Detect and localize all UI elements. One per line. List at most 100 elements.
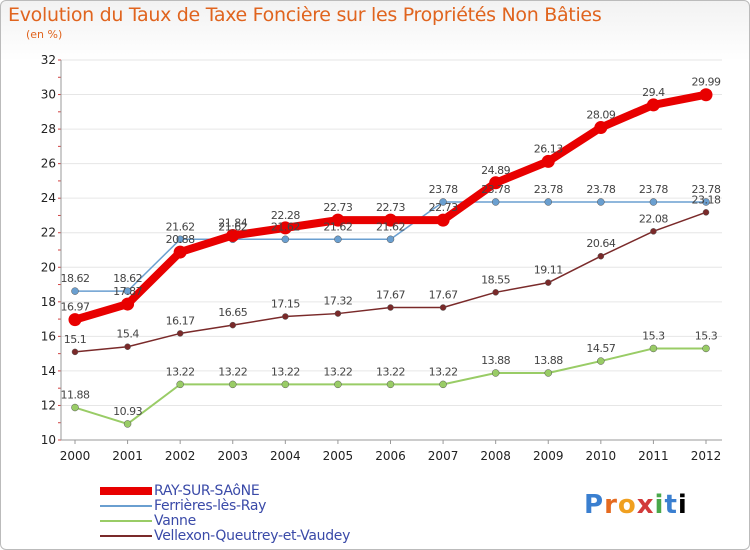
x-tick-label: 2010: [586, 449, 617, 463]
y-tick-label: 12: [41, 398, 56, 412]
data-point: [71, 348, 79, 356]
data-label: 21.62: [166, 220, 195, 233]
y-tick-label: 18: [41, 295, 56, 309]
data-point: [649, 344, 658, 353]
data-point: [387, 304, 394, 311]
data-point: [439, 198, 447, 206]
legend-label: Vanne: [154, 513, 196, 529]
data-point: [281, 380, 290, 389]
data-point: [594, 121, 608, 135]
data-label: 17.67: [376, 289, 405, 302]
data-point: [334, 310, 342, 317]
data-point: [491, 369, 500, 377]
data-label: 22.08: [639, 212, 668, 225]
data-point: [702, 344, 710, 353]
chart-title: Evolution du Taux de Taxe Foncière sur l…: [8, 4, 602, 26]
x-tick-label: 2002: [165, 449, 196, 463]
data-label: 13.22: [376, 365, 405, 378]
data-point: [702, 198, 710, 206]
data-point: [545, 279, 552, 286]
data-label: 15.4: [116, 328, 139, 341]
data-label: 13.22: [218, 365, 247, 378]
data-point: [384, 213, 397, 227]
legend-swatch: [100, 487, 152, 495]
data-label: 21.84: [218, 216, 247, 229]
logo-letter: r: [604, 490, 618, 520]
data-point: [123, 287, 132, 295]
data-label: 23.78: [534, 183, 563, 196]
data-point: [173, 245, 187, 259]
data-point: [650, 228, 657, 235]
logo-letter: o: [617, 490, 637, 520]
legend-swatch: [100, 535, 152, 537]
data-label: 13.22: [323, 365, 352, 378]
data-label: 16.65: [218, 306, 247, 319]
data-label: 23.78: [586, 183, 615, 196]
x-tick-label: 2011: [638, 449, 669, 463]
data-point: [121, 297, 135, 311]
data-label: 23.78: [429, 183, 458, 196]
data-point: [334, 380, 342, 389]
data-label: 22.28: [271, 209, 300, 222]
data-point: [544, 198, 552, 206]
data-point: [331, 213, 345, 227]
data-label: 26.13: [534, 142, 563, 155]
legend-swatch: [100, 520, 152, 522]
y-tick-label: 32: [41, 53, 56, 67]
data-point: [649, 198, 658, 206]
y-tick-label: 20: [41, 260, 56, 274]
data-label: 15.3: [642, 329, 665, 342]
data-point: [491, 198, 500, 206]
data-label: 21.62: [323, 220, 352, 233]
x-tick-label: 2008: [480, 449, 511, 463]
data-point: [699, 88, 713, 102]
data-point: [176, 330, 184, 337]
data-point: [176, 235, 184, 244]
data-label: 18.62: [113, 272, 142, 285]
data-label: 13.22: [271, 365, 300, 378]
data-point: [229, 321, 236, 329]
data-point: [229, 380, 237, 389]
data-point: [281, 235, 290, 244]
x-tick-label: 2003: [217, 449, 248, 463]
data-label: 28.09: [586, 109, 615, 122]
logo-letter: t: [664, 490, 678, 520]
data-label: 13.88: [481, 354, 510, 367]
data-point: [702, 209, 710, 216]
data-label: 23.18: [692, 193, 721, 206]
x-tick-label: 2006: [375, 449, 406, 463]
data-label: 20.88: [166, 233, 195, 246]
data-label: 16.17: [166, 314, 195, 327]
x-tick-label: 2012: [691, 449, 722, 463]
y-tick-label: 26: [41, 157, 56, 171]
proxiti-logo: Proxiti: [584, 490, 688, 520]
y-tick-label: 24: [41, 191, 56, 205]
data-label: 11.88: [61, 389, 90, 402]
data-label: 14.57: [586, 342, 615, 355]
data-label: 18.55: [481, 273, 510, 286]
logo-letter: i: [654, 490, 665, 520]
series-lines: [68, 88, 713, 428]
y-tick-label: 30: [41, 88, 56, 102]
data-point: [71, 287, 79, 295]
data-label: 22.73: [376, 201, 405, 214]
data-point: [278, 221, 292, 235]
data-label: 29.99: [692, 76, 721, 89]
data-labels: 16.97 17.87 20.88 21.84 22.28 22.73 22.73 22.73…: [61, 76, 722, 418]
data-point: [68, 313, 82, 327]
data-point: [489, 176, 503, 190]
data-label: 17.15: [271, 298, 300, 311]
data-point: [597, 198, 605, 206]
data-point: [597, 252, 605, 260]
x-tick-label: 2000: [60, 449, 91, 463]
y-tick-label: 22: [41, 226, 56, 240]
data-label: 23.78: [639, 183, 668, 196]
data-point: [541, 154, 555, 168]
data-point: [334, 235, 342, 244]
data-point: [544, 369, 552, 377]
data-label: 15.3: [695, 329, 718, 342]
y-tick-label: 14: [41, 364, 56, 378]
data-point: [282, 313, 289, 320]
logo-letter: x: [636, 490, 655, 520]
